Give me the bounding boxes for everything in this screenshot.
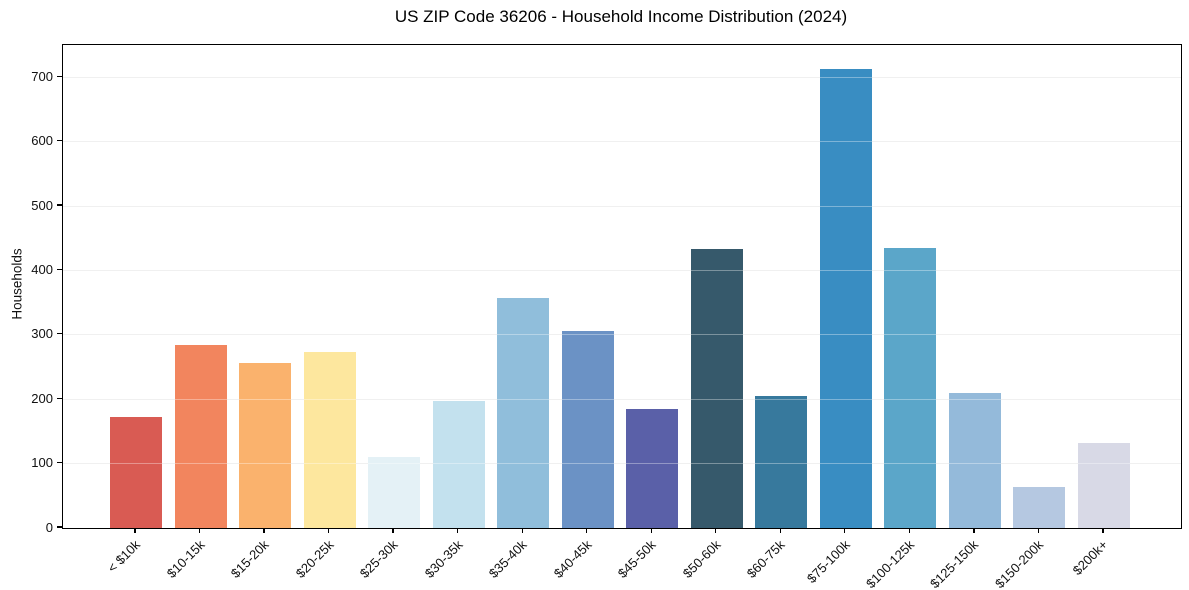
x-tick-label: $15-20k bbox=[227, 537, 272, 581]
x-tick-label: $60-75k bbox=[744, 537, 788, 581]
gridline bbox=[63, 205, 1181, 207]
x-tick-label: $100-125k bbox=[862, 537, 917, 590]
gridline-overlay bbox=[63, 463, 1181, 465]
bar bbox=[948, 392, 1001, 528]
x-tick-label: $40-45k bbox=[550, 537, 595, 581]
plot-area bbox=[62, 44, 1182, 529]
bar bbox=[110, 417, 162, 528]
y-tick-mark bbox=[57, 268, 62, 271]
y-tick-label: 200 bbox=[31, 390, 53, 406]
y-tick-label: 500 bbox=[31, 197, 53, 213]
gridline-overlay bbox=[63, 141, 1181, 143]
bar bbox=[690, 249, 743, 528]
x-tick-mark bbox=[198, 528, 201, 534]
y-tick-label: 400 bbox=[31, 261, 53, 277]
bar bbox=[626, 408, 679, 528]
x-tick-mark bbox=[327, 528, 330, 534]
gridline-overlay bbox=[63, 76, 1181, 78]
x-tick-mark bbox=[1102, 528, 1104, 534]
bar bbox=[303, 352, 356, 528]
y-tick-mark bbox=[57, 204, 62, 206]
gridline-overlay bbox=[63, 398, 1181, 400]
x-tick-mark bbox=[457, 528, 459, 534]
y-tick-mark bbox=[57, 526, 62, 528]
bar bbox=[1013, 486, 1066, 528]
x-tick-mark bbox=[844, 528, 846, 534]
chart-title: US ZIP Code 36206 - Household Income Dis… bbox=[394, 7, 848, 26]
gridline-overlay bbox=[63, 334, 1181, 336]
bar bbox=[755, 395, 808, 528]
x-tick-mark bbox=[134, 528, 136, 534]
bar bbox=[497, 298, 550, 528]
bar bbox=[368, 456, 421, 528]
x-tick-mark bbox=[586, 528, 588, 534]
x-tick-label: $35-40k bbox=[485, 537, 530, 581]
gridline bbox=[63, 269, 1181, 271]
x-tick-label: < $10k bbox=[104, 537, 143, 576]
x-tick-mark bbox=[650, 528, 652, 534]
bar bbox=[239, 363, 292, 528]
y-tick-mark bbox=[57, 139, 62, 142]
gridline bbox=[63, 334, 1181, 336]
bar bbox=[884, 247, 937, 528]
bar bbox=[561, 330, 614, 528]
x-tick-label: $200k+ bbox=[1069, 537, 1111, 579]
x-tick-label: $50-60k bbox=[679, 537, 724, 581]
x-tick-mark bbox=[715, 528, 717, 534]
x-tick-mark bbox=[392, 528, 394, 534]
x-tick-mark bbox=[908, 528, 910, 534]
x-tick-label: $30-35k bbox=[421, 537, 466, 581]
gridline bbox=[63, 398, 1181, 400]
y-axis-label-text: Households bbox=[9, 248, 25, 320]
y-tick-label: 600 bbox=[31, 133, 53, 149]
y-tick-mark bbox=[57, 397, 62, 399]
y-tick-mark bbox=[57, 333, 62, 335]
x-tick-label: $125-150k bbox=[927, 537, 982, 590]
x-tick-mark bbox=[779, 528, 781, 534]
gridline bbox=[63, 76, 1181, 78]
gridline bbox=[63, 141, 1181, 143]
bar bbox=[1077, 443, 1130, 528]
x-tick-mark bbox=[263, 528, 265, 534]
bar bbox=[432, 400, 485, 528]
x-tick-label: $150-200k bbox=[991, 537, 1047, 590]
x-tick-label: $75-100k bbox=[803, 537, 853, 586]
x-tick-mark bbox=[521, 528, 523, 534]
gridline-overlay bbox=[63, 269, 1181, 271]
gridline-overlay bbox=[63, 205, 1181, 207]
bar bbox=[174, 345, 227, 528]
x-tick-label: $10-15k bbox=[163, 537, 208, 581]
y-tick-mark bbox=[57, 461, 62, 464]
y-tick-mark bbox=[57, 75, 62, 77]
x-tick-label: $45-50k bbox=[615, 537, 659, 581]
bar bbox=[819, 69, 872, 528]
x-tick-label: $20-25k bbox=[292, 537, 337, 581]
y-tick-label: 0 bbox=[45, 519, 53, 535]
y-tick-label: 700 bbox=[31, 68, 53, 84]
x-tick-mark bbox=[973, 528, 975, 534]
x-tick-label: $25-30k bbox=[356, 537, 401, 581]
y-tick-label: 100 bbox=[31, 455, 53, 471]
y-tick-label: 300 bbox=[31, 326, 53, 342]
x-tick-mark bbox=[1037, 528, 1040, 534]
gridline bbox=[63, 463, 1181, 465]
